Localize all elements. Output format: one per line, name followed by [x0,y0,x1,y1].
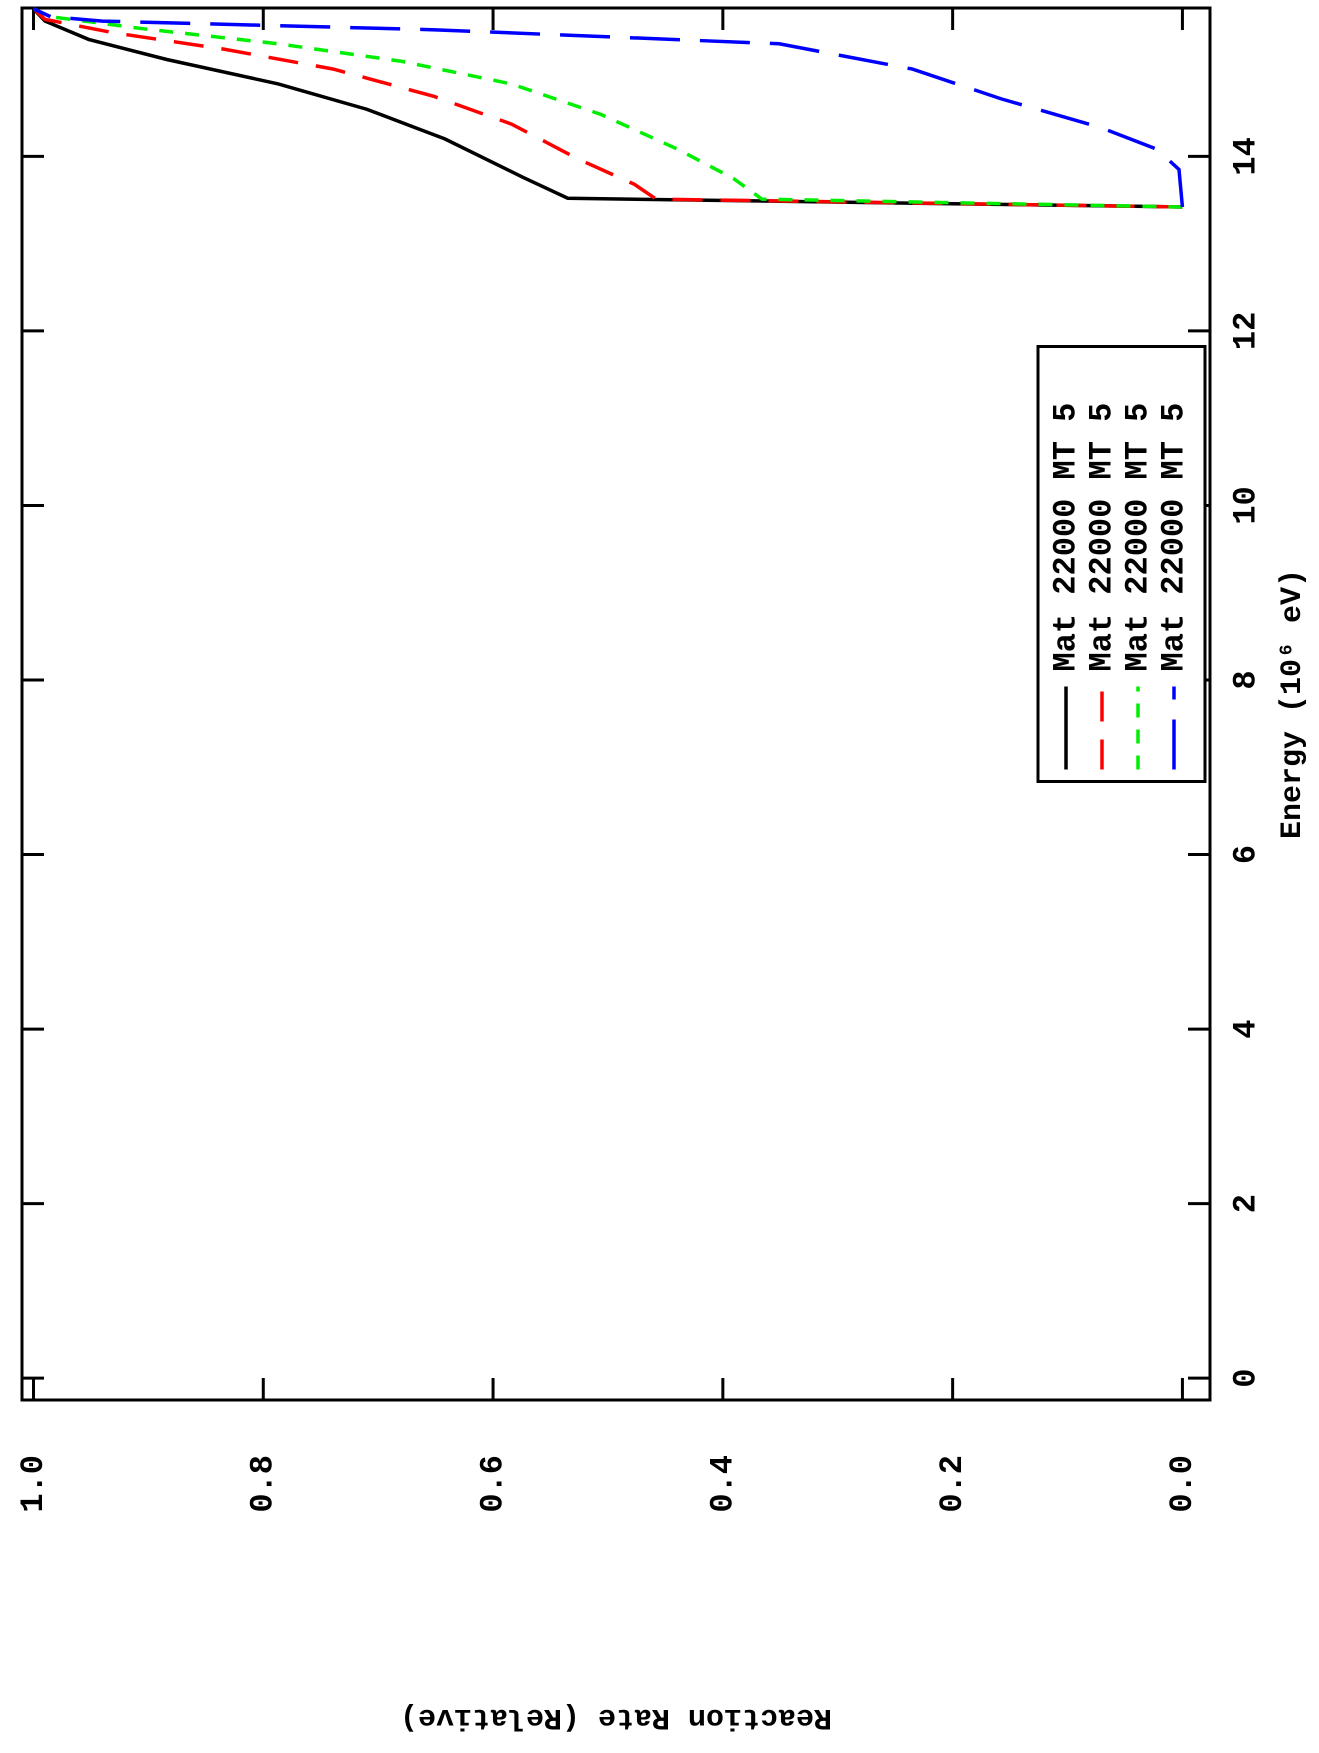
x-tick-label: 14 [1227,137,1264,175]
legend-label: Mat 22000 MT 5 [1119,403,1156,672]
y-tick-label: 0.2 [934,1455,971,1513]
legend-box [1036,345,1207,783]
plot: 0 2 4 6 8 10 12 14 0.0 0.2 0.4 0.6 0.8 1.0 Energy (10⁶… [15,6,1310,1734]
x-tick-label: 0 [1227,1369,1264,1388]
x-tick-label: 6 [1227,845,1264,864]
plot-frame [20,6,1212,1402]
data-line [32,7,1183,209]
y-tick-label: 0.8 [245,1455,282,1513]
data-line [32,7,1185,208]
y-tick-label: 0.0 [1164,1455,1201,1513]
data-line [32,7,1183,209]
y-tick-label: 0.6 [475,1455,512,1513]
legend-label: Mat 22000 MT 5 [1083,403,1120,672]
y-tick-label: 1.0 [15,1455,52,1513]
x-axis-title: Energy (10⁶ eV) [1276,569,1310,839]
data-line [32,7,1183,209]
y-axis-title: Reaction Rate (Relative) [400,1700,832,1734]
x-tick-label: 8 [1227,670,1264,689]
legend-label: Mat 22000 MT 5 [1155,403,1192,672]
y-tick-label: 0.4 [704,1455,741,1513]
x-tick-label: 2 [1227,1194,1264,1213]
x-tick-label: 12 [1227,312,1264,350]
x-tick-label: 4 [1227,1019,1264,1038]
x-tick-label: 10 [1227,486,1264,524]
legend-label: Mat 22000 MT 5 [1047,403,1084,672]
